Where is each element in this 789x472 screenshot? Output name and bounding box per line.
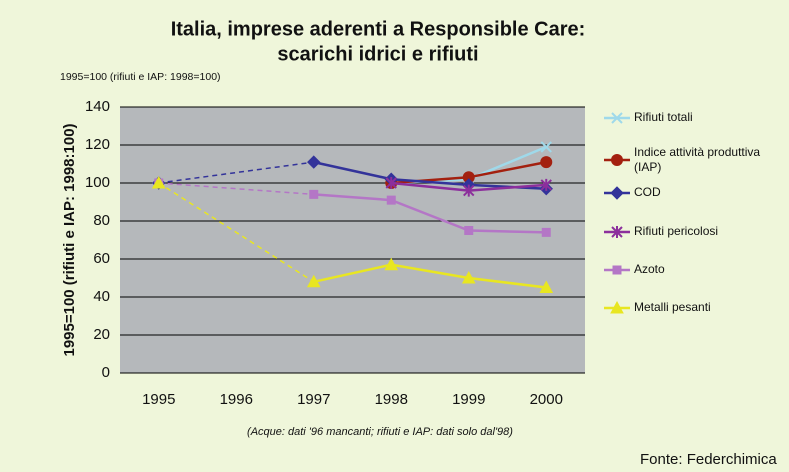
legend-label: Indice attività produttiva (IAP) — [634, 145, 761, 174]
chart-title: scarichi idrici e rifiuti — [277, 43, 478, 65]
legend-label: Azoto — [634, 262, 665, 276]
marker — [539, 280, 554, 293]
marker — [309, 189, 319, 199]
y-tick-label: 120 — [85, 136, 110, 153]
legend-label: Metalli pesanti — [634, 300, 711, 314]
x-tick-label: 1999 — [452, 391, 485, 408]
y-tick-label: 140 — [85, 98, 110, 115]
marker — [462, 171, 475, 184]
marker — [540, 178, 552, 191]
gap-bridge — [158, 182, 314, 196]
y-tick-label: 0 — [102, 364, 110, 381]
y-tick-label: 60 — [93, 250, 110, 267]
marker — [464, 226, 474, 235]
marker — [610, 186, 624, 200]
y-tick-label: 20 — [93, 326, 110, 343]
marker — [540, 141, 552, 153]
marker — [611, 226, 623, 238]
marker — [386, 195, 396, 205]
legend-label: Rifiuti pericolosi — [634, 224, 719, 238]
marker — [384, 257, 399, 271]
x-tick-label: 1995 — [142, 391, 175, 408]
marker — [385, 177, 397, 189]
series-line — [313, 263, 547, 289]
note: (Acque: dati '96 mancanti; rifiuti e IAP… — [247, 426, 513, 438]
marker — [611, 154, 623, 166]
x-tick-label: 1996 — [220, 391, 253, 408]
marker — [306, 274, 321, 288]
y-tick-label: 80 — [93, 212, 110, 229]
x-tick-label: 2000 — [530, 391, 563, 408]
y-tick-label: 100 — [85, 174, 110, 191]
y-tick-label: 40 — [93, 288, 110, 305]
marker — [540, 156, 553, 169]
source: Fonte: Federchimica — [640, 451, 777, 468]
x-tick-label: 1997 — [297, 391, 330, 408]
gap-bridge — [158, 182, 315, 283]
marker — [307, 155, 321, 169]
y-axis-label: 1995=100 (rifiuti e IAP: 1998:100) — [61, 123, 78, 356]
plot-area — [120, 107, 585, 373]
marker — [151, 175, 166, 189]
gap-bridge — [158, 161, 314, 184]
marker — [463, 184, 475, 197]
x-tick-label: 1998 — [375, 391, 408, 408]
marker — [541, 227, 551, 237]
marker — [611, 112, 623, 124]
marker — [461, 270, 476, 284]
chart-subtitle: 1995=100 (rifiuti e IAP: 1998=100) — [60, 71, 221, 83]
marker — [612, 265, 622, 275]
marker — [610, 300, 624, 314]
legend-label: Rifiuti totali — [634, 110, 693, 124]
legend-label: COD — [634, 185, 661, 199]
chart-title: Italia, imprese aderenti a Responsible C… — [171, 18, 586, 40]
series-line — [313, 193, 547, 234]
